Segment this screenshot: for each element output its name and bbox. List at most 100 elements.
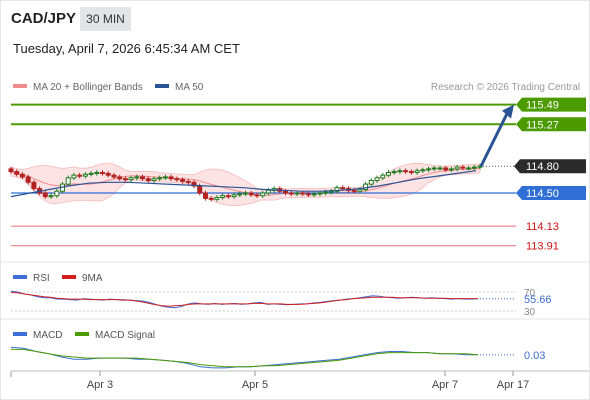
level-label-114-13: 114.13 [526,221,559,233]
level-label-115-27: 115.27 [526,119,559,131]
candle-body [380,174,386,179]
ma50-polyline [10,170,477,198]
candle-body [151,178,157,181]
candle-body [426,168,431,171]
candle-body [265,189,271,194]
level-label-113-91: 113.91 [526,241,559,253]
candle-body [111,174,117,178]
candle-body [94,172,100,174]
candle-body [460,166,466,169]
candle-body [414,170,420,173]
forecast-arrow-head [502,104,514,119]
candle-body [391,171,397,174]
level-tag-114-50 [516,186,586,201]
interval-button[interactable]: 30 MIN [80,7,131,31]
candle-body [65,177,71,185]
candle-body [25,176,31,183]
candle-body [431,167,437,170]
candle-body [248,192,254,196]
x-tick-label: Apr 7 [432,379,458,391]
chart-header: CAD/JPY 30 MIN Tuesday, April 7, 2026 6:… [0,0,590,70]
symbol-title: CAD/JPY [11,10,77,27]
candle-body [31,181,37,190]
candle-body [225,195,231,198]
candle-body [140,176,145,180]
ma50-line [10,170,477,198]
candle-body [105,172,111,176]
candle-body [231,194,237,198]
ma50-legend-label: MA 50 [175,82,204,93]
rsi-ma-legend-label: 9MA [82,273,103,284]
macd-signal-line [11,348,479,368]
candle-body [100,172,105,174]
candle-body [448,168,454,171]
candle-body [408,171,414,174]
candle-body [260,192,266,197]
candle-body [42,192,48,198]
candle-body [317,192,323,195]
candle-body [54,190,60,197]
candle-body [214,197,220,200]
candle-body [197,185,203,194]
candle-body [134,176,140,179]
candle-body [82,173,88,177]
candle-body [88,172,94,175]
copyright-text: Research © 2026 Trading Central [431,82,580,93]
macd-signal-legend-swatch [75,332,89,336]
candle-body [386,172,391,176]
forecast-arrow [479,104,514,167]
candle-body [254,194,260,197]
level-label-115-49: 115.49 [526,100,559,112]
candle-body [420,169,426,172]
candle-body [168,176,174,180]
forecast-arrow-shaft [479,110,510,167]
x-tick-label: Apr 17 [497,379,529,391]
rsi-ma-legend-swatch [62,275,76,279]
candle-body [466,167,472,170]
candle-body [374,177,380,182]
candle-body [128,177,134,181]
ma20-legend-swatch [13,84,27,88]
x-axis: Apr 3 Apr 5 Apr 7 Apr 17 [11,370,590,391]
candle-body [397,170,403,173]
candle-body [220,195,226,198]
candle-body [145,178,151,181]
candle-body [351,189,357,192]
candle-body [305,193,311,196]
x-tick-label: Apr 5 [242,379,268,391]
candle-body [19,173,25,178]
rsi-tick-70: 70 [524,288,536,299]
candle-body [208,197,214,200]
rsi-legend-swatch [13,275,27,279]
price-levels: 115.49 115.27 114.80 114.50 114.13 113.91 [11,97,586,253]
candle-body [157,177,163,180]
level-tag-115-27 [516,117,586,132]
candle-body [357,188,363,192]
rsi-ma-line [10,292,478,307]
candle-body [203,192,208,199]
candle-body [454,166,460,170]
candle-body [437,167,443,170]
candle-body [180,179,186,182]
level-tag-115-49 [516,97,586,112]
candle-body [300,192,306,195]
candle-body [283,190,288,194]
candle-body [77,174,83,177]
candle-body [368,180,374,185]
bollinger-band-area [10,162,481,207]
candle-body [243,192,248,195]
ma20-legend-label: MA 20 + Bollinger Bands [33,82,143,93]
macd-legend-label: MACD [33,330,62,341]
rsi-last-value: 55.66 [524,294,552,306]
candle-body [363,183,369,191]
rsi-legend-label: RSI [33,273,50,284]
candle-body [403,170,409,173]
chart-datetime: Tuesday, April 7, 2026 6:45:34 AM CET [13,41,240,56]
candle-body [334,187,340,192]
level-tag-114-80 [514,159,586,174]
candle-body [48,195,54,198]
candle-body [288,192,294,195]
macd-legend-swatch [13,332,27,336]
candle-body [71,174,77,179]
